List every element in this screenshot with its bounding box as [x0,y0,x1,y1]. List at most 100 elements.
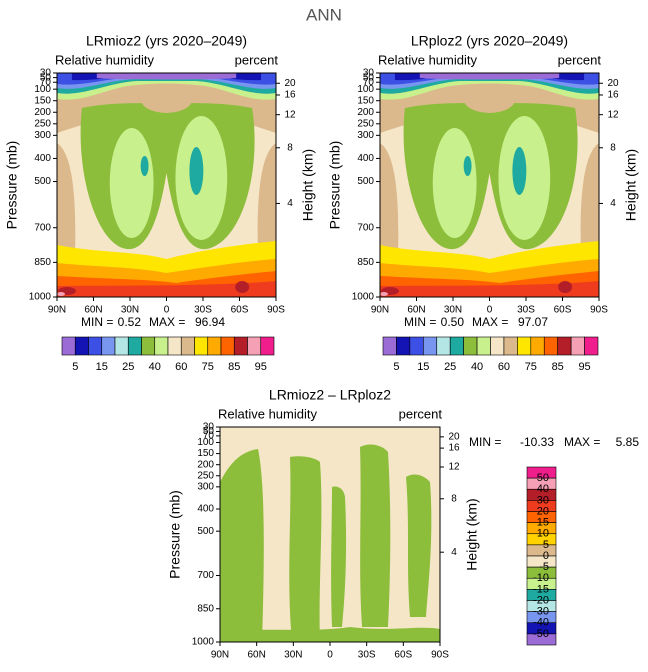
y-tick-label: 100 [197,437,214,448]
min-value: 0.52 [118,315,142,329]
colorbar-swatch [260,336,275,356]
y-tick-label: 70 [40,77,52,88]
x-tick-label: 60N [84,305,102,316]
colorbar-label: 95 [255,361,267,373]
colorbar-label: 75 [525,361,537,373]
colorbar-label: -40 [533,617,549,629]
min-label: MIN = [469,435,501,449]
colorbar-swatch [114,336,129,356]
colorbar-label: 25 [122,361,134,373]
figure-title: ANN [306,5,342,24]
y-tick-label: 500 [197,526,214,537]
colorbar-label: 30 [537,494,549,506]
y2-tick-label: 4 [451,547,457,558]
y-tick-label: 850 [197,603,214,614]
colorbar-swatch [517,336,532,356]
colorbar-label: 60 [175,361,187,373]
x-tick-label: 90S [431,650,449,661]
y2-tick-label: 12 [607,109,619,120]
colorbar-label: -50 [533,628,549,640]
y-tick-label: 500 [34,176,51,187]
colorbar-label: 75 [202,361,214,373]
x-tick-label: 60S [554,305,572,316]
colorbar-swatch [61,336,76,356]
max-value: 97.07 [518,315,548,329]
y-tick-label: 400 [357,153,374,164]
y-axis-title: Pressure (mb) [167,490,183,579]
y-axis-title: Pressure (mb) [327,141,343,230]
colorbar-swatch [584,336,599,356]
x-tick-label: 90N [371,305,389,316]
colorbar-swatch [449,336,464,356]
colorbar-label: 15 [417,361,429,373]
units-label: percent [235,52,279,67]
y-tick-label: 100 [34,84,51,95]
y2-tick-label: 4 [610,198,616,209]
y-tick-label: 700 [197,570,214,581]
y-tick-label: 300 [357,130,374,141]
y-tick-label: 200 [197,459,214,470]
colorbar-swatch [409,336,424,356]
colorbar-swatch [88,336,103,356]
y-tick-label: 150 [197,448,214,459]
min-label: MIN = [81,315,113,329]
colorbar-swatch [154,336,169,356]
y-tick-label: 250 [34,118,51,129]
x-tick-label: 30N [444,305,462,316]
colorbar-swatch [526,633,557,646]
colorbar-label: 0 [543,550,549,562]
y-tick-label: 30 [40,68,52,79]
y-tick-label: 700 [357,222,374,233]
colorbar-label: 20 [537,505,549,517]
y-tick-label: 250 [357,118,374,129]
colorbar-swatch [180,336,195,356]
y-tick-label: 30 [203,422,215,433]
colorbar-swatch [194,336,209,356]
y-tick-label: 300 [197,481,214,492]
panel-title: LRploz2 (yrs 2020–2049) [411,33,568,49]
max-label: MAX = [149,315,185,329]
y-tick-label: 50 [40,72,52,83]
colorbar-swatch [101,336,116,356]
x-tick-label: 30N [121,305,139,316]
colorbar-swatch [127,336,142,356]
contour-fill [380,73,599,297]
colorbar-label: 85 [228,361,240,373]
contour-fill [220,427,440,642]
y2-tick-label: 16 [448,443,460,454]
colorbar-label: -10 [533,572,549,584]
colorbar-swatch [490,336,505,356]
y2-axis-title: Height (km) [623,149,639,221]
colorbar-swatch [396,336,411,356]
colorbar-label: 40 [149,361,161,373]
y-tick-label: 50 [203,426,215,437]
x-tick-label: 90N [48,305,66,316]
x-tick-label: 30N [284,650,302,661]
y-tick-label: 500 [357,176,374,187]
y2-tick-label: 16 [284,90,296,101]
colorbar-label: 5 [72,361,78,373]
colorbar-swatch [503,336,518,356]
x-tick-label: 30S [517,305,535,316]
colorbar-swatch [423,336,438,356]
y2-tick-label: 20 [448,431,460,442]
colorbar-swatch [526,544,557,557]
x-tick-label: 0 [487,305,493,316]
y-tick-label: 150 [34,95,51,106]
colorbar-swatch [141,336,156,356]
y2-tick-label: 20 [607,78,619,89]
min-value: -10.33 [520,435,554,449]
x-tick-label: 0 [327,650,333,661]
y-tick-label: 850 [357,257,374,268]
y2-axis-title: Height (km) [464,498,480,570]
colorbar-swatch [463,336,478,356]
max-label: MAX = [472,315,508,329]
x-tick-label: 30S [194,305,212,316]
x-tick-label: 60N [407,305,425,316]
x-tick-label: 60S [394,650,412,661]
colorbar-label: -30 [533,606,549,618]
y-tick-label: 100 [357,84,374,95]
colorbar-swatch [530,336,545,356]
max-label: MAX = [564,435,600,449]
y2-tick-label: 8 [451,493,457,504]
